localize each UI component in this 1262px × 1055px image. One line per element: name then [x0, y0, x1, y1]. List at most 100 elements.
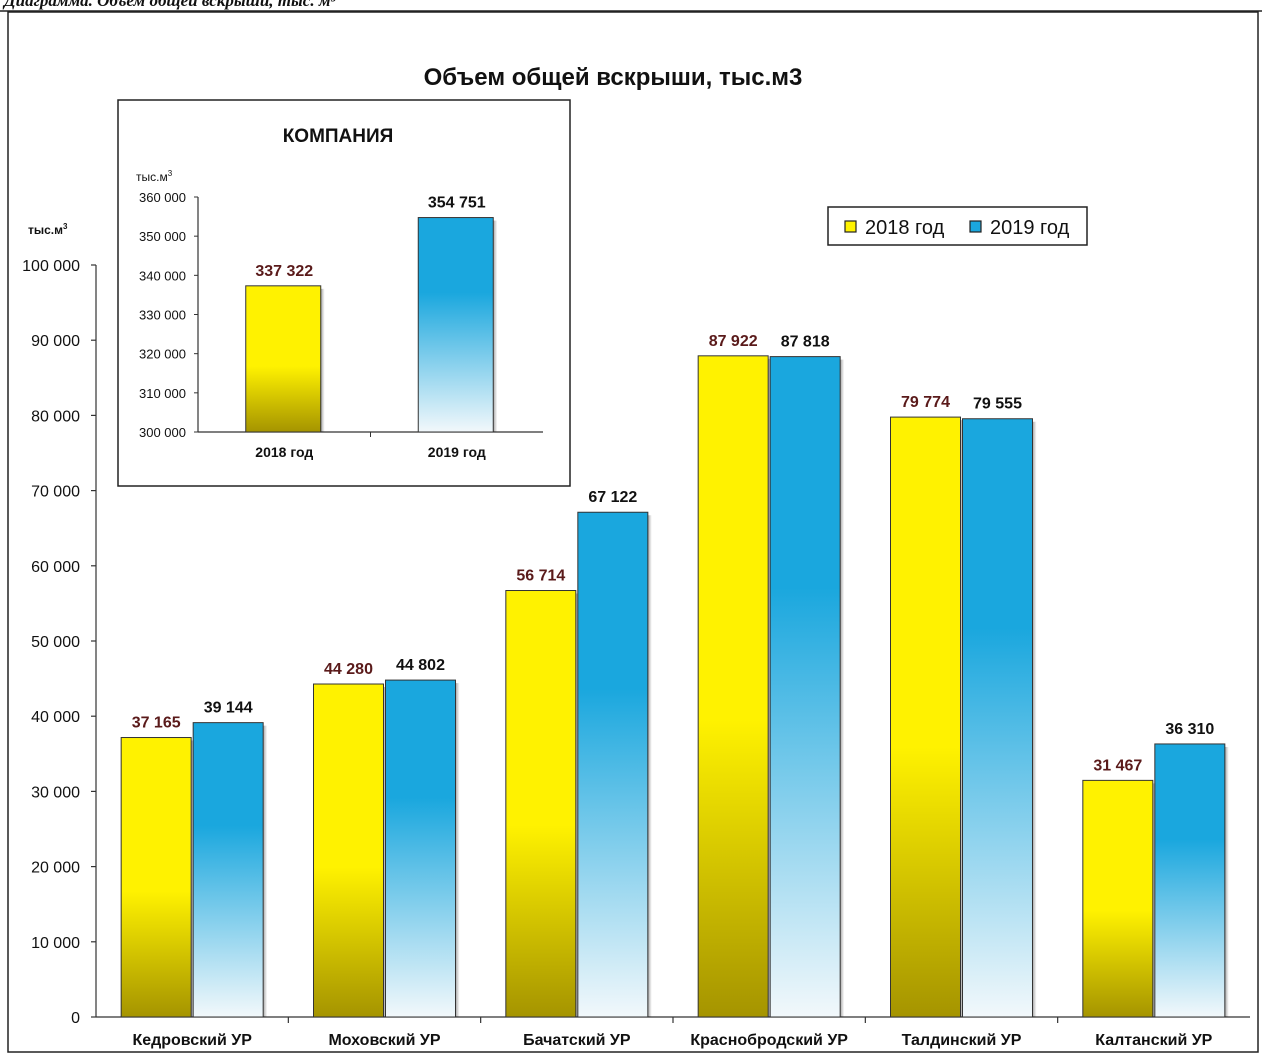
main-category-label: Моховский УР — [328, 1032, 440, 1049]
main-bar-2019-fill — [577, 511, 649, 1018]
inset-y-tick-label: 310 000 — [139, 386, 186, 401]
main-y-tick-label: 0 — [71, 1010, 80, 1027]
main-y-tick-label: 50 000 — [31, 634, 80, 651]
inset-bar-2019-shadow — [493, 220, 498, 432]
main-bar-2018 — [1082, 779, 1157, 1018]
inset-y-tick-label: 350 000 — [139, 229, 186, 244]
inset-y-tick-label: 320 000 — [139, 347, 186, 362]
main-y-tick-label: 90 000 — [31, 333, 80, 350]
main-bar-2018 — [313, 683, 388, 1018]
main-category-label: Кедровский УР — [132, 1032, 252, 1049]
main-data-label-2018: 56 714 — [516, 568, 565, 585]
main-category-label: Бачатский УР — [523, 1032, 631, 1049]
main-category-label: Краснобродский УР — [690, 1032, 848, 1049]
main-y-tick-label: 80 000 — [31, 408, 80, 425]
main-bar-2019-fill — [962, 418, 1033, 1018]
legend-label-2019: 2019 год — [990, 217, 1070, 239]
legend-label-2018: 2018 год — [865, 217, 945, 239]
main-data-label-2019: 44 802 — [396, 657, 445, 674]
legend-box — [827, 206, 1088, 246]
main-y-tick-label: 70 000 — [31, 484, 80, 501]
main-bar-2019-fill — [385, 679, 456, 1018]
main-data-label-2019: 79 555 — [973, 396, 1022, 413]
main-bar-2019 — [385, 679, 460, 1018]
inset-y-tick-label: 360 000 — [139, 190, 186, 205]
main-bar-2019-shadow — [840, 359, 845, 1017]
main-data-label-2019: 87 818 — [781, 334, 830, 351]
inset-bars — [245, 217, 498, 433]
main-bar-2019-shadow — [1224, 746, 1229, 1017]
main-y-tick-label: 100 000 — [22, 258, 80, 275]
legend-swatch-2018 — [844, 220, 857, 233]
main-bar-2018-fill — [697, 355, 769, 1018]
inset-data-labels: 337 322 354 751 — [255, 195, 485, 280]
main-data-label-2019: 36 310 — [1165, 721, 1214, 738]
main-data-label-2018: 44 280 — [324, 661, 373, 678]
inset-y-tick-label: 330 000 — [139, 308, 186, 323]
inset-category-labels: 2018 год 2019 год — [255, 444, 486, 460]
main-bar-2018 — [505, 590, 580, 1018]
main-y-tick-label: 40 000 — [31, 709, 80, 726]
main-bar-2019 — [769, 356, 845, 1018]
main-bar-2018-fill — [313, 683, 384, 1018]
inset-bar-2019 — [417, 217, 498, 433]
main-bar-2018 — [697, 355, 773, 1018]
main-bar-2019 — [1154, 743, 1229, 1018]
inset-bar-2018 — [245, 285, 325, 433]
inset-y-tick-label: 300 000 — [139, 425, 186, 440]
main-data-label-2018: 31 467 — [1093, 757, 1142, 774]
inset-y-unit-superscript: 3 — [168, 169, 173, 178]
inset-title: КОМПАНИЯ — [283, 126, 394, 147]
main-category-label: Талдинский УР — [902, 1032, 1022, 1049]
inset-data-label: 354 751 — [428, 195, 486, 212]
main-bar-2018-fill — [890, 416, 961, 1018]
main-bar-2019-shadow — [647, 515, 652, 1017]
main-bar-2019-shadow — [455, 683, 460, 1017]
inset-bar-2019-fill — [417, 217, 494, 433]
main-y-tick-label: 30 000 — [31, 784, 80, 801]
main-bar-2019-fill — [192, 722, 264, 1018]
main-bar-2019-shadow — [263, 725, 268, 1017]
main-data-label-2019: 67 122 — [588, 489, 637, 506]
main-y-unit-superscript: 3 — [63, 222, 68, 231]
main-bar-2018-fill — [1082, 779, 1154, 1018]
inset-bar-2018-fill — [245, 285, 322, 433]
main-bar-2018 — [120, 737, 196, 1018]
document-caption: Диаграмма. Объем общей вскрыши, тыс. м³ — [4, 0, 336, 10]
main-bar-2019 — [962, 418, 1037, 1018]
main-bar-2019-shadow — [1032, 421, 1037, 1017]
main-bar-2019-fill — [769, 356, 841, 1018]
inset-bar-2018-shadow — [320, 288, 325, 432]
main-data-label-2019: 39 144 — [204, 700, 253, 717]
main-bars — [120, 355, 1229, 1018]
main-y-tick-label: 60 000 — [31, 559, 80, 576]
main-category-label: Калтанский УР — [1095, 1032, 1212, 1049]
main-y-unit-text: тыс.м — [28, 223, 63, 237]
inset-category-label: 2018 год — [255, 444, 313, 460]
inset-y-unit-text: тыс.м — [136, 170, 168, 184]
main-bar-2019 — [192, 722, 268, 1018]
main-bar-2019-fill — [1154, 743, 1226, 1018]
main-data-label-2018: 79 774 — [901, 394, 950, 411]
main-y-tick-label: 10 000 — [31, 935, 80, 952]
main-y-tick-label: 20 000 — [31, 860, 80, 877]
main-chart-title: Объем общей вскрыши, тыс.м3 — [424, 64, 803, 91]
main-axes: 0 10 000 20 000 30 000 40 000 50 000 60 000 70 … — [22, 258, 1250, 1027]
main-data-labels: 37 165 39 144 44 280 44 802 56 714 67 122 87 9… — [132, 333, 1215, 775]
main-bar-2018-fill — [505, 590, 577, 1018]
inset-chart: КОМПАНИЯ тыс.м3 300 000 310 000 320 000 330… — [117, 99, 571, 487]
inset-y-tick-label: 340 000 — [139, 268, 186, 283]
inset-y-axis-unit-label: тыс.м3 — [136, 169, 173, 184]
main-bar-2019 — [577, 511, 652, 1018]
main-data-label-2018: 87 922 — [709, 333, 758, 350]
main-y-axis-unit-label: тыс.м3 — [28, 222, 68, 237]
main-category-labels: Кедровский УР Моховский УР Бачатский УР Кра… — [132, 1032, 1212, 1049]
inset-category-label: 2019 год — [428, 444, 486, 460]
main-bar-2018 — [890, 416, 965, 1018]
main-data-label-2018: 37 165 — [132, 715, 181, 732]
main-bar-2018-fill — [120, 737, 192, 1018]
figure-frame — [7, 11, 1259, 1053]
legend-swatch-2019 — [969, 220, 982, 233]
legend: 2018 год 2019 год — [827, 206, 1088, 246]
